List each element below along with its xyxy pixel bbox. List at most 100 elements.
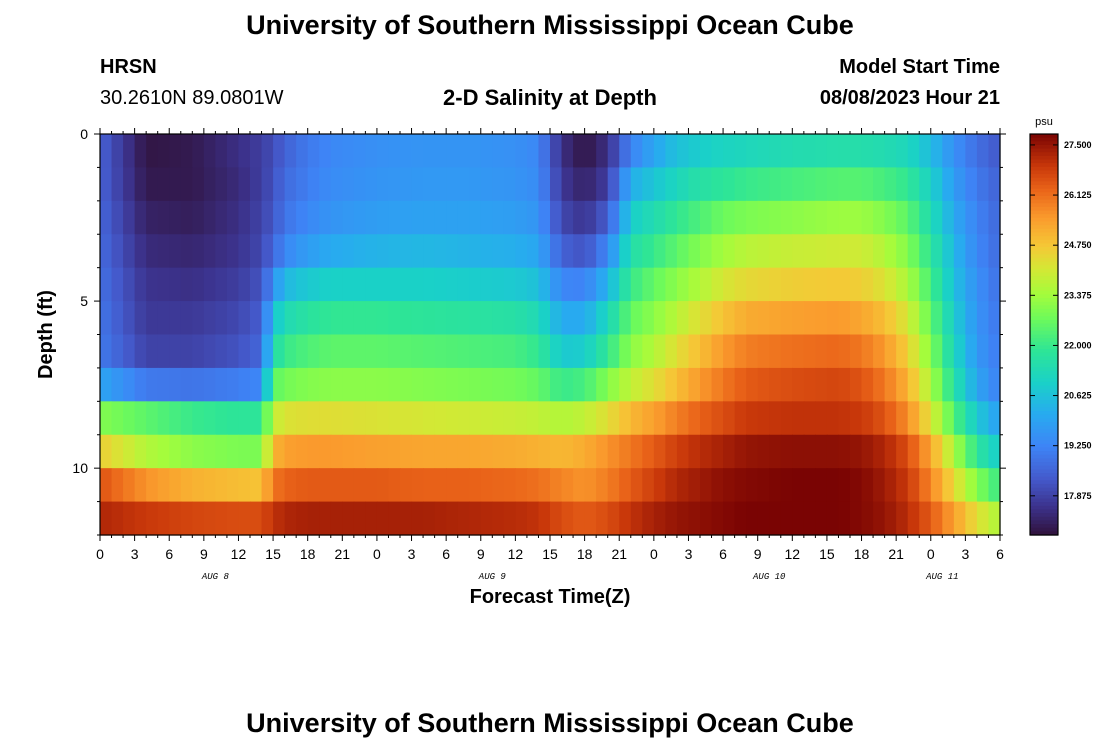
heatmap-cell <box>896 401 909 436</box>
heatmap-cell <box>930 200 943 235</box>
colorbar-segment <box>1030 257 1058 263</box>
heatmap-cell <box>550 501 563 536</box>
heatmap-cell <box>596 134 609 169</box>
x-tick-label: 21 <box>888 546 904 562</box>
heatmap-cell <box>203 501 216 536</box>
heatmap-cell <box>503 200 516 235</box>
heatmap-cell <box>526 200 540 235</box>
heatmap-cell <box>757 200 770 235</box>
heatmap-cell <box>238 167 251 202</box>
heatmap-cell <box>884 134 897 169</box>
heatmap-cell <box>711 468 724 503</box>
heatmap-cell <box>203 267 216 302</box>
heatmap-cell <box>353 434 366 469</box>
heatmap-cell <box>803 200 816 235</box>
heatmap-cell <box>919 501 932 536</box>
heatmap-cell <box>411 234 424 269</box>
colorbar-segment <box>1030 290 1058 295</box>
heatmap-cell <box>965 468 978 503</box>
heatmap-cell <box>584 234 597 269</box>
heatmap-cell <box>573 468 586 503</box>
heatmap-cell <box>619 234 632 269</box>
heatmap-cell <box>965 334 978 369</box>
heatmap-cell <box>307 301 320 336</box>
heatmap-cell <box>861 234 874 269</box>
heatmap-cell <box>850 134 863 169</box>
heatmap-cell <box>757 134 770 169</box>
heatmap-cell <box>538 301 551 336</box>
heatmap-cell <box>561 501 574 536</box>
heatmap-cell <box>446 401 459 436</box>
colorbar-segment <box>1030 192 1058 197</box>
heatmap-cell <box>411 434 424 469</box>
heatmap-cell <box>365 200 378 235</box>
y-tick-label: 0 <box>80 126 88 142</box>
heatmap-cell <box>100 301 113 336</box>
heatmap-cell <box>792 134 805 169</box>
heatmap-cell <box>803 501 816 536</box>
heatmap-cell <box>757 434 770 469</box>
heatmap-cell <box>873 200 886 235</box>
colorbar-segment <box>1030 272 1058 277</box>
heatmap-cell <box>919 267 932 302</box>
heatmap-cell <box>896 134 909 169</box>
heatmap-cell <box>111 267 124 302</box>
heatmap-cell <box>988 468 1001 503</box>
heatmap-cell <box>769 167 782 202</box>
heatmap-cell <box>319 468 332 503</box>
heatmap-cell <box>757 267 770 302</box>
heatmap-cell <box>676 434 690 469</box>
heatmap-cell <box>826 468 840 503</box>
heatmap-cell <box>203 367 216 402</box>
heatmap-cell <box>653 234 666 269</box>
heatmap-cell <box>988 334 1001 369</box>
station-name: HRSN <box>100 56 157 78</box>
heatmap-cell <box>226 334 240 369</box>
heatmap-cell <box>642 134 655 169</box>
heatmap-cell <box>480 267 493 302</box>
heatmap-cell <box>100 367 113 402</box>
heatmap-cell <box>953 267 966 302</box>
heatmap-cell <box>423 134 436 169</box>
colorbar-segment <box>1030 225 1058 230</box>
heatmap-cell <box>100 334 113 369</box>
heatmap-cell <box>780 334 793 369</box>
heatmap-cell <box>826 401 840 436</box>
heatmap-cell <box>250 134 263 169</box>
heatmap-cell <box>319 267 332 302</box>
heatmap-cell <box>342 200 355 235</box>
heatmap-cell <box>538 267 551 302</box>
heatmap-cell <box>215 134 228 169</box>
heatmap-cell <box>226 501 240 536</box>
colorbar-segment <box>1030 392 1058 398</box>
colorbar-segment <box>1030 367 1058 372</box>
heatmap-cell <box>723 434 736 469</box>
heatmap-cell <box>446 234 459 269</box>
heatmap-cell <box>215 401 228 436</box>
heatmap-cell <box>111 134 124 169</box>
colorbar-segment <box>1030 505 1058 511</box>
heatmap-cell <box>296 468 309 503</box>
heatmap-cell <box>330 267 343 302</box>
heatmap-cell <box>388 134 401 169</box>
heatmap-cell <box>469 167 482 202</box>
heatmap-cell <box>400 434 413 469</box>
colorbar-segment <box>1030 134 1058 139</box>
heatmap-cell <box>457 200 470 235</box>
heatmap-cell <box>550 301 563 336</box>
heatmap-cell <box>942 468 955 503</box>
heatmap-cell <box>607 468 620 503</box>
heatmap-cell <box>550 367 563 402</box>
heatmap-cell <box>157 167 170 202</box>
colorbar-segment <box>1030 370 1058 376</box>
heatmap-cell <box>226 401 240 436</box>
heatmap-cell <box>319 334 332 369</box>
heatmap-cell <box>815 301 828 336</box>
colorbar-segment <box>1030 166 1058 172</box>
heatmap-cell <box>769 301 782 336</box>
heatmap-cell <box>665 334 678 369</box>
heatmap-cell <box>769 501 782 536</box>
heatmap-cell <box>203 234 216 269</box>
heatmap-cell <box>146 234 159 269</box>
heatmap-cell <box>111 367 124 402</box>
